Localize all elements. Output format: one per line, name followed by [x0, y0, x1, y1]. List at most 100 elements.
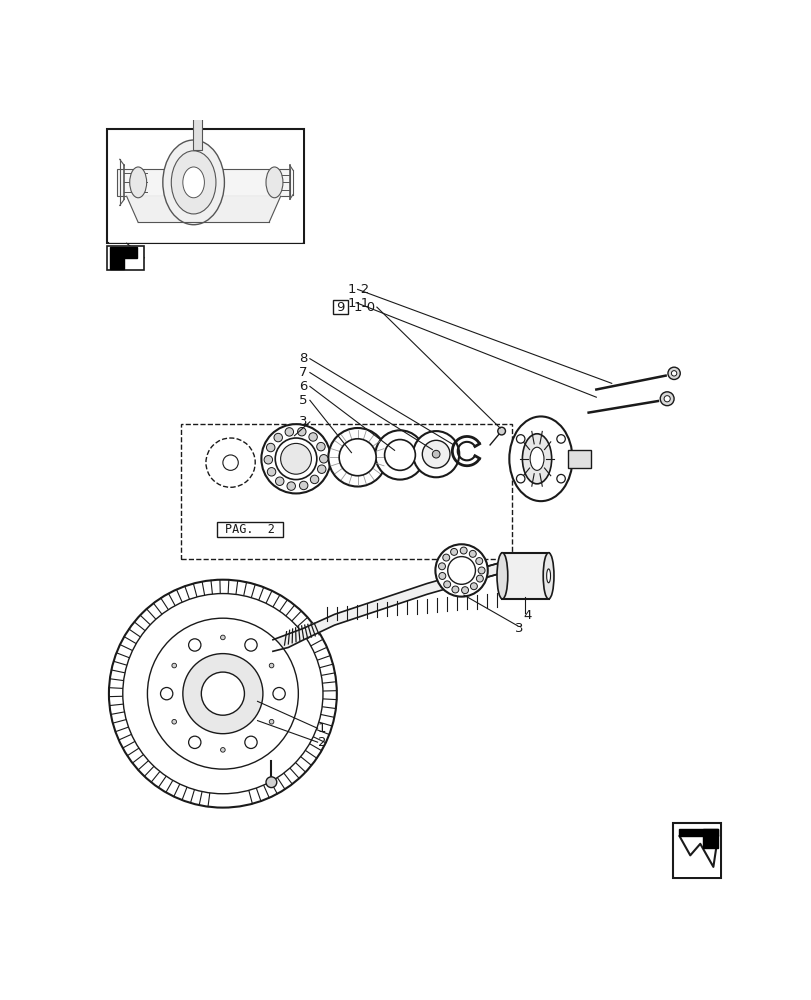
- Circle shape: [460, 547, 466, 554]
- Circle shape: [469, 550, 476, 557]
- Circle shape: [221, 635, 225, 640]
- Text: 7: 7: [298, 366, 307, 379]
- Polygon shape: [127, 196, 281, 222]
- Ellipse shape: [266, 167, 282, 198]
- Circle shape: [286, 482, 295, 490]
- Circle shape: [450, 548, 457, 555]
- Circle shape: [275, 438, 316, 480]
- Bar: [502, 553, 548, 599]
- Circle shape: [272, 687, 285, 700]
- Circle shape: [556, 474, 564, 483]
- Ellipse shape: [530, 447, 543, 470]
- Text: 6: 6: [298, 380, 307, 393]
- Polygon shape: [272, 557, 519, 651]
- Circle shape: [438, 563, 445, 570]
- Circle shape: [275, 477, 284, 485]
- Circle shape: [516, 474, 524, 483]
- Circle shape: [671, 371, 676, 376]
- Polygon shape: [679, 829, 717, 872]
- Circle shape: [384, 440, 415, 470]
- Bar: [109, 131, 302, 242]
- Text: 3: 3: [515, 622, 523, 635]
- Bar: [107, 246, 144, 270]
- Text: 1 2: 1 2: [348, 283, 369, 296]
- Circle shape: [556, 435, 564, 443]
- Circle shape: [316, 442, 324, 451]
- Circle shape: [297, 427, 306, 436]
- Polygon shape: [679, 829, 717, 836]
- Circle shape: [148, 618, 298, 769]
- Circle shape: [431, 450, 440, 458]
- Text: 2: 2: [317, 736, 326, 749]
- Bar: [672, 823, 720, 878]
- Circle shape: [476, 575, 483, 582]
- Circle shape: [516, 435, 524, 443]
- Ellipse shape: [508, 416, 572, 501]
- Circle shape: [172, 719, 176, 724]
- Circle shape: [188, 639, 200, 651]
- Circle shape: [182, 654, 263, 734]
- Circle shape: [435, 544, 487, 597]
- Text: 5: 5: [298, 394, 307, 407]
- Circle shape: [452, 586, 458, 593]
- Circle shape: [269, 719, 273, 724]
- Circle shape: [201, 672, 244, 715]
- Circle shape: [267, 468, 276, 476]
- Text: 3: 3: [298, 415, 307, 428]
- Circle shape: [245, 639, 257, 651]
- Bar: [333, 300, 348, 314]
- Circle shape: [269, 663, 273, 668]
- Circle shape: [172, 663, 176, 668]
- Circle shape: [188, 736, 200, 748]
- Circle shape: [222, 455, 238, 470]
- Text: 9: 9: [336, 301, 345, 314]
- Polygon shape: [702, 829, 717, 848]
- Circle shape: [328, 428, 386, 487]
- Ellipse shape: [496, 553, 507, 599]
- Circle shape: [470, 583, 477, 590]
- Text: PAG.  2: PAG. 2: [225, 523, 275, 536]
- Ellipse shape: [543, 553, 553, 599]
- Bar: [180, 424, 511, 559]
- Circle shape: [261, 424, 330, 493]
- Ellipse shape: [182, 167, 204, 198]
- Ellipse shape: [130, 167, 147, 198]
- Circle shape: [266, 443, 275, 452]
- Ellipse shape: [163, 140, 224, 225]
- Circle shape: [109, 580, 337, 808]
- Circle shape: [221, 748, 225, 752]
- Circle shape: [375, 430, 424, 480]
- Ellipse shape: [546, 569, 550, 583]
- Circle shape: [667, 367, 680, 379]
- Circle shape: [285, 428, 294, 436]
- Circle shape: [413, 431, 459, 477]
- Ellipse shape: [171, 151, 216, 214]
- Circle shape: [161, 687, 173, 700]
- Text: 1 1: 1 1: [348, 297, 369, 310]
- Bar: [193, 113, 202, 150]
- Ellipse shape: [521, 434, 551, 484]
- Text: 4: 4: [522, 609, 531, 622]
- Circle shape: [497, 427, 505, 435]
- Circle shape: [422, 440, 449, 468]
- Bar: [107, 129, 303, 243]
- Circle shape: [122, 594, 323, 794]
- Circle shape: [299, 481, 307, 490]
- Bar: [567, 450, 590, 468]
- Circle shape: [659, 392, 673, 406]
- Circle shape: [442, 554, 449, 561]
- Circle shape: [443, 581, 450, 588]
- Circle shape: [319, 455, 328, 463]
- Circle shape: [245, 736, 257, 748]
- Circle shape: [281, 443, 311, 474]
- Circle shape: [447, 557, 475, 584]
- Circle shape: [264, 456, 272, 464]
- Circle shape: [308, 433, 317, 441]
- Text: 1: 1: [317, 722, 326, 735]
- Bar: [217, 522, 282, 537]
- Bar: [192, 107, 203, 119]
- Circle shape: [461, 587, 468, 594]
- Polygon shape: [110, 247, 136, 269]
- Text: 1 0: 1 0: [354, 301, 375, 314]
- Circle shape: [475, 558, 482, 565]
